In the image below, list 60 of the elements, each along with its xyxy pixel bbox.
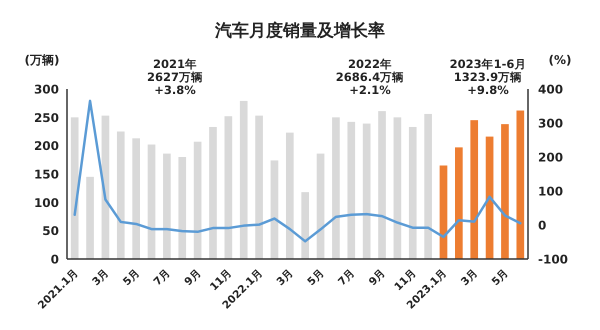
bar: [116, 132, 125, 259]
bar: [209, 126, 217, 259]
bar: [347, 122, 356, 259]
annotation: 2023年1-6月 1323.9万辆 +9.8%: [450, 57, 526, 97]
bar: [132, 138, 140, 259]
x-tick-label: 9月: [182, 266, 204, 288]
x-tick-label: 5月: [490, 266, 512, 288]
y2-tick-label: 0: [538, 218, 546, 232]
bar: [316, 154, 324, 259]
bar: [194, 142, 202, 259]
x-tick-label: 3月: [90, 266, 112, 288]
y-tick-label: 50: [42, 224, 59, 238]
x-tick-label: 7月: [152, 266, 174, 288]
y2-tick-label: 200: [538, 150, 564, 164]
bar: [501, 124, 509, 259]
bar: [163, 154, 171, 259]
bar: [486, 136, 494, 259]
bar: [455, 147, 463, 259]
bar: [270, 160, 278, 259]
bar: [394, 117, 402, 259]
bar: [332, 117, 340, 259]
x-tick-label: 9月: [366, 266, 388, 288]
bar: [102, 116, 110, 259]
bar: [301, 192, 310, 259]
chart-title: 汽车月度销量及增长率: [214, 21, 385, 41]
y2-tick-label: 100: [538, 184, 564, 198]
bar: [240, 100, 248, 259]
bar: [178, 157, 186, 259]
bar: [148, 144, 156, 259]
y-tick-label: 150: [34, 168, 59, 182]
y2-tick-label: -100: [538, 252, 568, 266]
y-tick-label: 250: [34, 110, 59, 125]
x-tick-label: 5月: [120, 266, 142, 288]
y-tick-label: 100: [34, 196, 59, 210]
bar: [378, 111, 386, 259]
x-tick-label: 7月: [336, 266, 358, 288]
y-tick-label: 0: [50, 252, 59, 266]
annotation: 2022年 2686.4万辆 +2.1%: [336, 57, 404, 97]
bar: [362, 124, 370, 259]
annotation: 2021年 2627万辆 +3.8%: [146, 57, 204, 97]
bar: [255, 116, 263, 259]
bar: [70, 117, 79, 259]
bar: [224, 116, 232, 259]
line-series: [73, 100, 522, 243]
bar: [424, 114, 432, 259]
x-tick-label: 3月: [458, 266, 480, 288]
bar: [408, 126, 417, 259]
bar: [470, 120, 478, 259]
y-axis-title: (万辆): [24, 53, 60, 67]
x-tick-label: 5月: [305, 266, 327, 288]
y2-tick-label: 300: [538, 116, 564, 130]
y2-tick-label: 400: [538, 82, 564, 96]
y2-axis-title: (%): [548, 53, 572, 67]
y-tick-label: 300: [34, 82, 59, 96]
x-tick-label: 3月: [274, 266, 296, 288]
bar: [516, 110, 524, 259]
bar: [440, 166, 448, 259]
bar: [86, 176, 94, 259]
bar: [286, 132, 294, 259]
y-tick-label: 200: [34, 139, 59, 154]
